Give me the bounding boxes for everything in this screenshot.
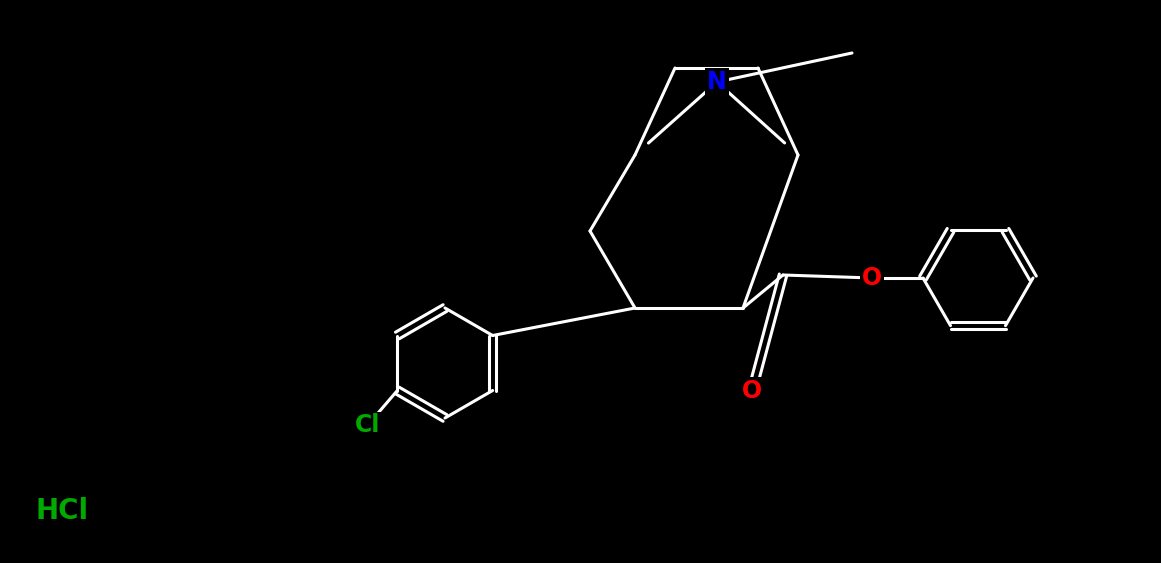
Text: N: N <box>707 70 727 94</box>
Text: Cl: Cl <box>354 413 380 437</box>
Text: O: O <box>742 379 762 403</box>
Text: O: O <box>861 266 882 290</box>
Text: HCl: HCl <box>35 497 88 525</box>
